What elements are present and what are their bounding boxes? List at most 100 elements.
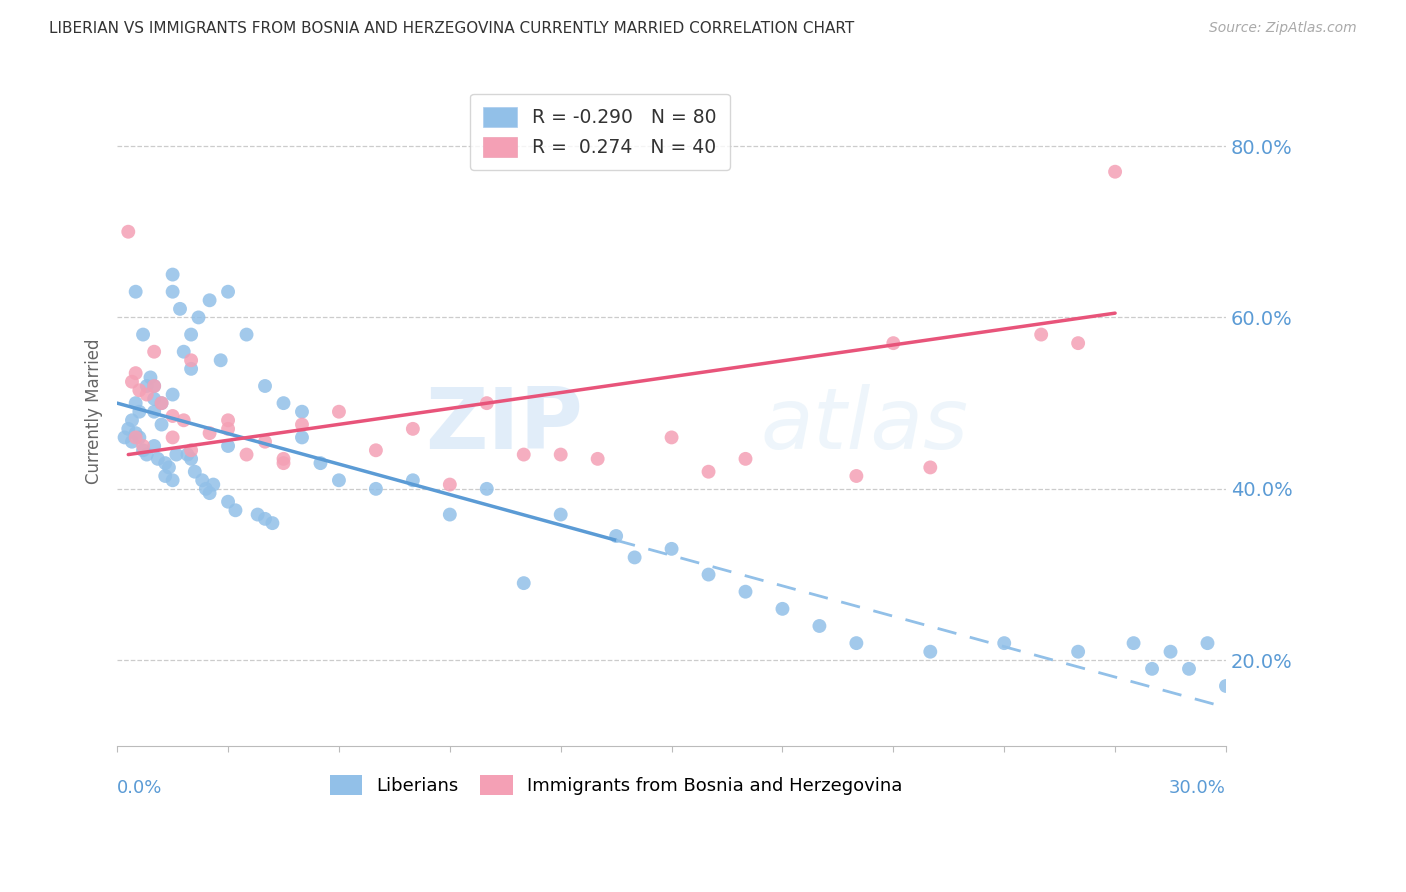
Point	[217, 413, 239, 427]
Point	[273, 396, 295, 410]
Point	[155, 469, 177, 483]
Point	[180, 451, 202, 466]
Point	[402, 422, 425, 436]
Point	[180, 353, 202, 368]
Point	[169, 301, 191, 316]
Point	[273, 456, 295, 470]
Point	[162, 387, 184, 401]
Point	[364, 443, 387, 458]
Point	[623, 550, 645, 565]
Point	[150, 417, 173, 432]
Point	[291, 430, 314, 444]
Point	[253, 434, 276, 449]
Point	[1104, 165, 1126, 179]
Point	[124, 430, 146, 444]
Point	[475, 482, 498, 496]
Point	[143, 405, 166, 419]
Point	[117, 225, 139, 239]
Point	[513, 576, 536, 591]
Point	[661, 541, 683, 556]
Point	[364, 482, 387, 496]
Point	[124, 366, 146, 380]
Point	[217, 285, 239, 299]
Point	[128, 405, 150, 419]
Point	[513, 448, 536, 462]
Point	[1140, 662, 1163, 676]
Point	[697, 567, 720, 582]
Text: ZIP: ZIP	[425, 384, 583, 467]
Point	[124, 396, 146, 410]
Point	[475, 396, 498, 410]
Point	[135, 379, 157, 393]
Point	[402, 473, 425, 487]
Point	[1122, 636, 1144, 650]
Point	[235, 448, 257, 462]
Point	[150, 396, 173, 410]
Point	[273, 451, 295, 466]
Point	[128, 430, 150, 444]
Point	[198, 426, 221, 441]
Point	[114, 430, 136, 444]
Point	[224, 503, 246, 517]
Text: atlas: atlas	[761, 384, 969, 467]
Point	[173, 344, 195, 359]
Point	[128, 384, 150, 398]
Point	[845, 469, 868, 483]
Point	[1067, 645, 1090, 659]
Point	[191, 473, 214, 487]
Point	[845, 636, 868, 650]
Point	[1215, 679, 1237, 693]
Point	[180, 443, 202, 458]
Point	[328, 405, 350, 419]
Point	[209, 353, 232, 368]
Point	[143, 392, 166, 406]
Point	[121, 375, 143, 389]
Point	[661, 430, 683, 444]
Point	[550, 448, 572, 462]
Point	[132, 443, 155, 458]
Point	[150, 396, 173, 410]
Point	[162, 268, 184, 282]
Point	[124, 285, 146, 299]
Point	[198, 293, 221, 308]
Point	[550, 508, 572, 522]
Point	[146, 451, 169, 466]
Point	[143, 379, 166, 393]
Point	[217, 422, 239, 436]
Point	[217, 439, 239, 453]
Point	[187, 310, 209, 325]
Point	[165, 448, 187, 462]
Point	[772, 602, 794, 616]
Point	[202, 477, 225, 491]
Point	[180, 327, 202, 342]
Point	[993, 636, 1015, 650]
Point	[155, 456, 177, 470]
Point	[439, 508, 461, 522]
Point	[1197, 636, 1219, 650]
Y-axis label: Currently Married: Currently Married	[86, 339, 103, 484]
Text: 0.0%: 0.0%	[117, 780, 163, 797]
Point	[217, 494, 239, 508]
Point	[121, 413, 143, 427]
Point	[586, 451, 609, 466]
Point	[262, 516, 284, 530]
Point	[117, 422, 139, 436]
Point	[1067, 336, 1090, 351]
Point	[139, 370, 162, 384]
Point	[439, 477, 461, 491]
Point	[246, 508, 269, 522]
Point	[162, 473, 184, 487]
Point	[180, 362, 202, 376]
Legend: Liberians, Immigrants from Bosnia and Herzegovina: Liberians, Immigrants from Bosnia and He…	[321, 766, 911, 804]
Point	[198, 486, 221, 500]
Text: 30.0%: 30.0%	[1170, 780, 1226, 797]
Point	[135, 448, 157, 462]
Point	[121, 434, 143, 449]
Point	[1160, 645, 1182, 659]
Point	[734, 451, 756, 466]
Point	[734, 584, 756, 599]
Point	[124, 426, 146, 441]
Point	[143, 439, 166, 453]
Point	[808, 619, 831, 633]
Point	[605, 529, 627, 543]
